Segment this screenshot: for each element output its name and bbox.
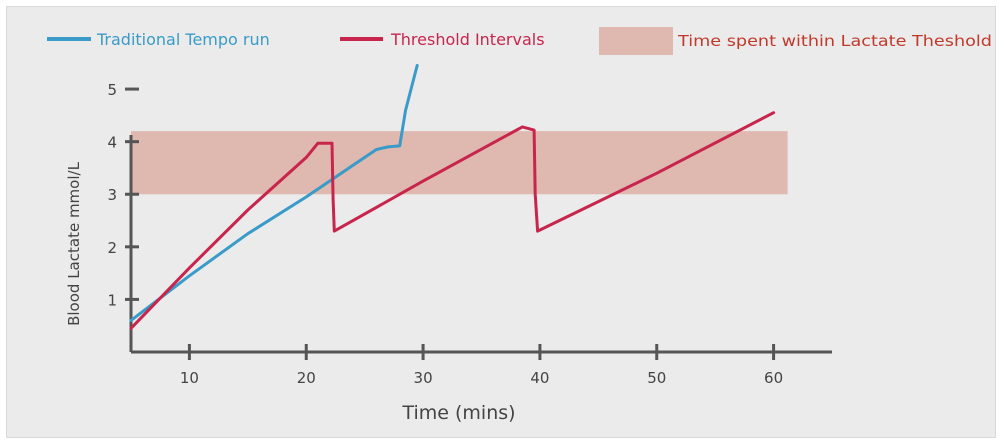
- y-tick-label: 4: [107, 134, 117, 152]
- y-axis-title: Blood Lactate mmol/L: [65, 161, 83, 325]
- legend-label-tempo-run: Traditional Tempo run: [96, 30, 270, 49]
- chart-panel: 1 2 3 4 5 10 20 30 40 50 60 Time (mins) Blood Lactat…: [6, 6, 996, 438]
- series-line-tempo-run: [129, 63, 419, 322]
- legend-label-threshold-intervals: Threshold Intervals: [390, 30, 545, 49]
- lactate-chart: 1 2 3 4 5 10 20 30 40 50 60 Time (mins) Blood Lactat…: [47, 27, 992, 424]
- series-line-threshold-intervals: [129, 111, 776, 330]
- x-tick-label: 30: [414, 369, 433, 387]
- y-tick-label: 2: [107, 239, 117, 257]
- y-tick-label: 3: [107, 186, 117, 204]
- x-tick-label: 40: [530, 369, 549, 387]
- x-tick-label: 20: [297, 369, 316, 387]
- x-tick-label: 50: [647, 369, 666, 387]
- legend-label-threshold-band: Time spent within Lactate Theshold: [677, 32, 992, 50]
- x-tick-label: 60: [764, 369, 783, 387]
- y-tick-label: 1: [107, 291, 117, 309]
- x-tick-label: 10: [180, 369, 199, 387]
- legend-swatch-threshold-band: [599, 27, 673, 55]
- x-axis-title: Time (mins): [401, 402, 515, 424]
- y-tick-label: 5: [107, 81, 117, 99]
